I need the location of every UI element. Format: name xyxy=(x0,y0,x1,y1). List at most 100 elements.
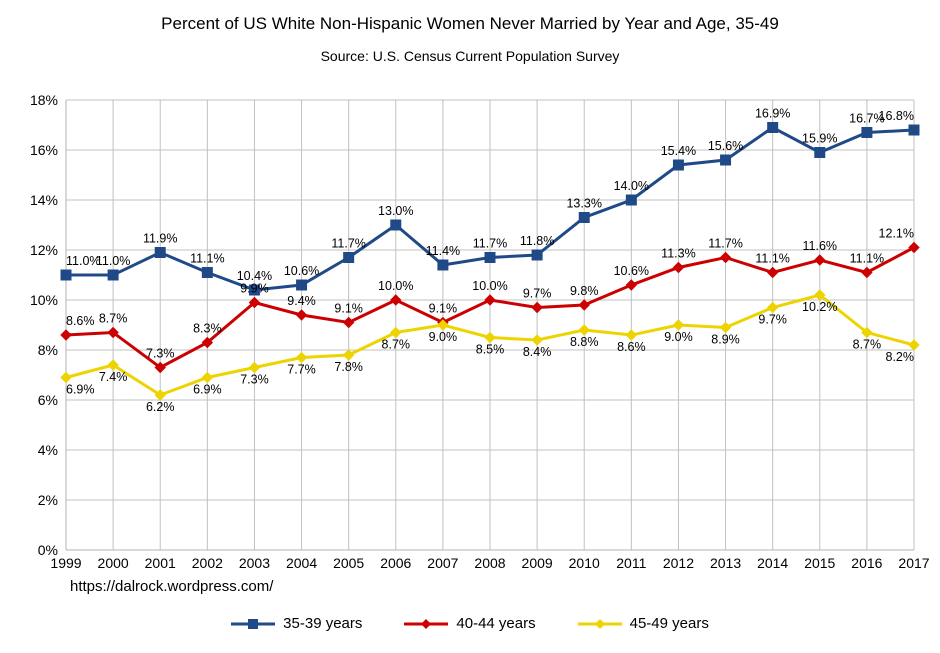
data-label: 8.7% xyxy=(853,338,882,352)
series-marker xyxy=(673,263,683,273)
series-marker xyxy=(579,325,589,335)
legend-item: 35-39 years xyxy=(231,615,362,632)
data-label: 15.6% xyxy=(708,139,743,153)
series-marker xyxy=(532,303,542,313)
series-marker xyxy=(249,363,259,373)
x-tick-label: 2000 xyxy=(98,555,129,571)
data-label: 11.7% xyxy=(331,237,366,251)
x-tick-label: 2008 xyxy=(474,555,505,571)
x-tick-label: 2010 xyxy=(569,555,600,571)
series-marker xyxy=(815,255,825,265)
legend-label: 35-39 years xyxy=(283,615,362,632)
series-marker xyxy=(202,373,212,383)
series-marker xyxy=(61,330,71,340)
data-label: 7.7% xyxy=(287,363,316,377)
data-label: 9.0% xyxy=(664,330,693,344)
x-tick-label: 2017 xyxy=(898,555,929,571)
data-label: 10.0% xyxy=(378,279,413,293)
data-label: 6.9% xyxy=(193,383,222,397)
series-marker xyxy=(532,335,542,345)
series-marker xyxy=(721,253,731,263)
data-label: 6.2% xyxy=(146,400,175,414)
data-label: 11.7% xyxy=(708,237,743,251)
legend-label: 45-49 years xyxy=(630,615,709,632)
data-label: 7.3% xyxy=(146,347,175,361)
legend-swatch xyxy=(231,616,275,632)
data-label: 11.9% xyxy=(143,232,178,246)
data-label: 11.6% xyxy=(803,239,838,253)
series-marker xyxy=(61,373,71,383)
series-marker xyxy=(673,160,683,170)
data-label: 7.8% xyxy=(334,360,363,374)
data-label: 7.3% xyxy=(240,373,269,387)
series-marker xyxy=(155,248,165,258)
footer-link: https://dalrock.wordpress.com/ xyxy=(70,578,273,595)
data-label: 8.5% xyxy=(476,343,505,357)
data-label: 9.4% xyxy=(287,294,316,308)
x-tick-label: 2015 xyxy=(804,555,835,571)
series-marker xyxy=(344,350,354,360)
data-label: 8.7% xyxy=(99,312,128,326)
series-marker xyxy=(909,125,919,135)
data-label: 9.1% xyxy=(334,302,363,316)
data-label: 9.9% xyxy=(240,282,269,296)
series-marker xyxy=(485,295,495,305)
series-marker xyxy=(862,128,872,138)
data-label: 8.8% xyxy=(570,335,599,349)
series-marker xyxy=(768,123,778,133)
x-tick-label: 2002 xyxy=(192,555,223,571)
series-marker xyxy=(721,155,731,165)
data-label: 11.1% xyxy=(850,252,885,266)
data-label: 6.9% xyxy=(66,383,95,397)
data-label: 16.9% xyxy=(755,107,790,121)
x-tick-label: 2009 xyxy=(522,555,553,571)
series-marker xyxy=(61,270,71,280)
series-marker xyxy=(626,280,636,290)
y-tick-label: 16% xyxy=(30,142,58,158)
x-tick-label: 2013 xyxy=(710,555,741,571)
series-marker xyxy=(768,303,778,313)
series-marker xyxy=(626,195,636,205)
y-tick-label: 10% xyxy=(30,292,58,308)
x-tick-label: 2016 xyxy=(851,555,882,571)
data-label: 11.4% xyxy=(426,244,461,258)
x-tick-label: 1999 xyxy=(50,555,81,571)
data-label: 11.7% xyxy=(473,237,508,251)
series-marker xyxy=(673,320,683,330)
data-label: 8.4% xyxy=(523,345,552,359)
data-label: 11.3% xyxy=(661,247,696,261)
data-label: 11.0% xyxy=(96,254,131,268)
y-tick-label: 12% xyxy=(30,242,58,258)
data-label: 13.3% xyxy=(566,197,601,211)
series-marker xyxy=(909,340,919,350)
data-label: 16.8% xyxy=(879,109,914,123)
series-marker xyxy=(108,270,118,280)
data-label: 10.2% xyxy=(802,300,837,314)
data-label: 13.0% xyxy=(378,204,413,218)
series-marker xyxy=(344,253,354,263)
data-label: 15.9% xyxy=(802,132,837,146)
data-label: 8.7% xyxy=(382,338,411,352)
y-tick-label: 2% xyxy=(38,492,58,508)
data-label: 10.6% xyxy=(614,264,649,278)
legend: 35-39 years40-44 years45-49 years xyxy=(0,615,940,632)
data-label: 9.1% xyxy=(429,302,458,316)
legend-swatch xyxy=(404,616,448,632)
series-marker xyxy=(297,353,307,363)
series-marker xyxy=(626,330,636,340)
chart-stage: Percent of US White Non-Hispanic Women N… xyxy=(0,0,940,653)
x-tick-label: 2001 xyxy=(145,555,176,571)
series-marker xyxy=(202,268,212,278)
x-tick-label: 2004 xyxy=(286,555,317,571)
data-label: 8.2% xyxy=(886,350,915,364)
data-label: 9.7% xyxy=(523,287,552,301)
x-tick-label: 2006 xyxy=(380,555,411,571)
data-label: 8.6% xyxy=(66,314,95,328)
series-marker xyxy=(344,318,354,328)
x-tick-label: 2014 xyxy=(757,555,788,571)
series-marker xyxy=(297,280,307,290)
series-marker xyxy=(391,220,401,230)
x-tick-label: 2007 xyxy=(427,555,458,571)
data-label: 9.0% xyxy=(429,330,458,344)
data-label: 11.1% xyxy=(755,252,790,266)
